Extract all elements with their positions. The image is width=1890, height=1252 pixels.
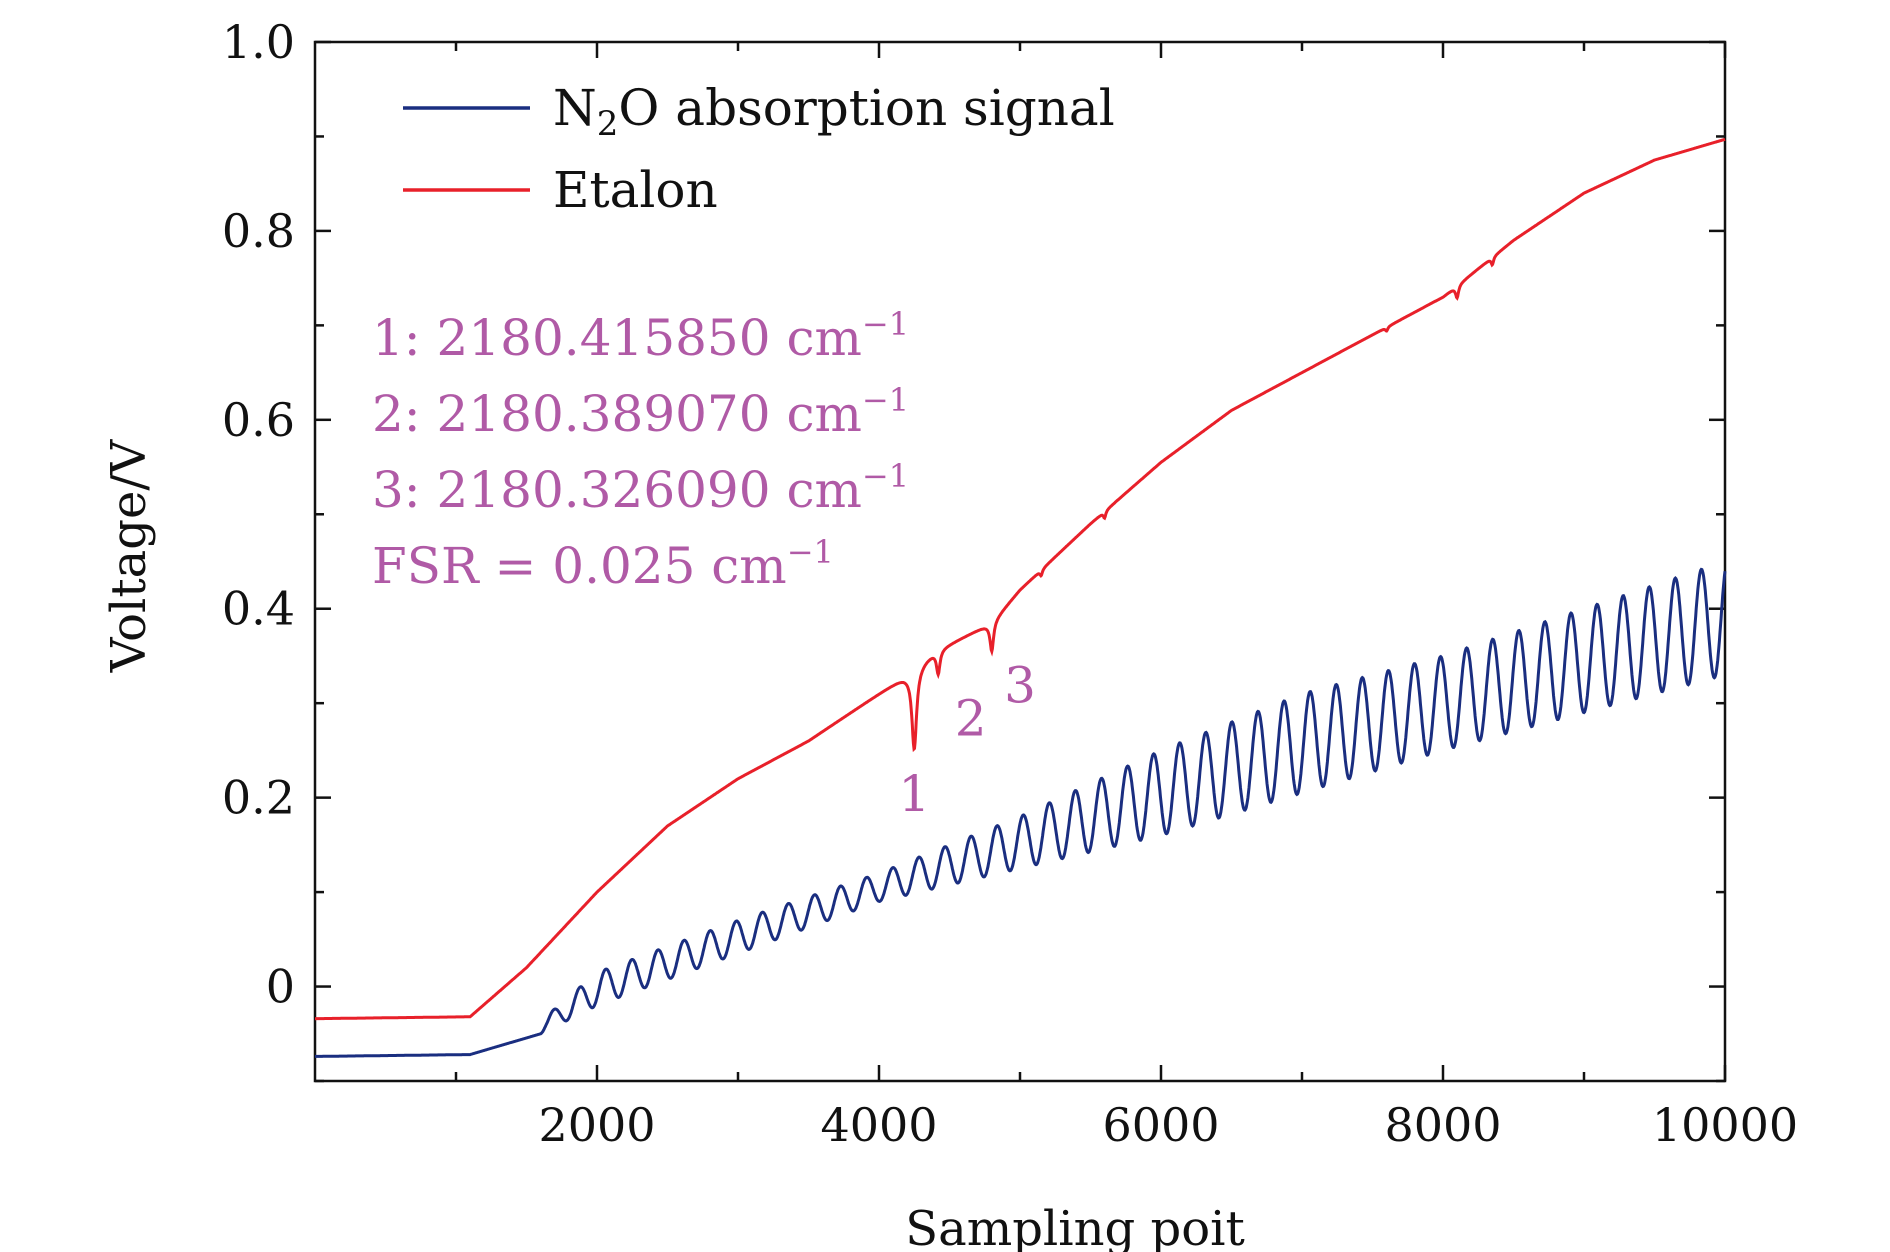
legend-label-n2o-rest: O absorption signal [618, 79, 1114, 137]
legend-label-n2o-main: N [553, 79, 597, 137]
y-tick-label: 0.4 [222, 582, 295, 636]
annotation-line-3-text: 3: 2180.326090 cm [372, 461, 862, 519]
series-etalon-line [315, 137, 1726, 1021]
annotation-block: 1: 2180.415850 cm−1 2: 2180.389070 cm−1 … [372, 305, 909, 595]
x-tick-label: 2000 [538, 1098, 655, 1152]
annotation-line-1-sup: −1 [862, 305, 909, 343]
annotation-line-2: 2: 2180.389070 cm−1 [372, 381, 909, 443]
annotation-line-2-text: 2: 2180.389070 cm [372, 385, 862, 443]
x-tick-label: 6000 [1102, 1098, 1219, 1152]
x-tick-label: 8000 [1384, 1098, 1501, 1152]
legend-label-n2o: N2O absorption signal [553, 79, 1115, 144]
annotation-fsr-text: FSR = 0.025 cm [372, 537, 787, 595]
series-n2o-absorption-line [315, 567, 1727, 1058]
y-axis-title: Voltage/V [101, 438, 157, 673]
legend-label-etalon: Etalon [553, 161, 718, 219]
y-axis-ticks: 0 0.2 0.4 0.6 0.8 1.0 [222, 15, 1725, 1083]
annotation-line-1-text: 1: 2180.415850 cm [372, 309, 862, 367]
peak-label-1: 1 [898, 765, 930, 823]
annotation-line-3: 3: 2180.326090 cm−1 [372, 457, 909, 519]
annotation-line-3-sup: −1 [862, 457, 909, 495]
legend-label-n2o-sub: 2 [597, 104, 619, 144]
annotation-line-1: 1: 2180.415850 cm−1 [372, 305, 909, 367]
peak-label-2: 2 [955, 689, 987, 747]
annotation-fsr-sup: −1 [787, 533, 834, 571]
annotation-line-2-sup: −1 [862, 381, 909, 419]
y-tick-label: 0 [266, 960, 295, 1014]
peak-label-3: 3 [1004, 656, 1036, 714]
y-tick-label: 0.6 [222, 393, 295, 447]
y-tick-label: 1.0 [222, 15, 295, 69]
y-tick-label: 0.2 [222, 771, 295, 825]
x-axis-ticks: 2000 4000 6000 8000 10000 [454, 42, 1798, 1152]
y-tick-label: 0.8 [222, 204, 295, 258]
legend: N2O absorption signal Etalon [403, 79, 1115, 219]
x-axis-title: Sampling poit [905, 1201, 1245, 1252]
x-tick-label: 10000 [1652, 1098, 1798, 1152]
annotation-fsr: FSR = 0.025 cm−1 [372, 533, 834, 595]
x-tick-label: 4000 [820, 1098, 937, 1152]
